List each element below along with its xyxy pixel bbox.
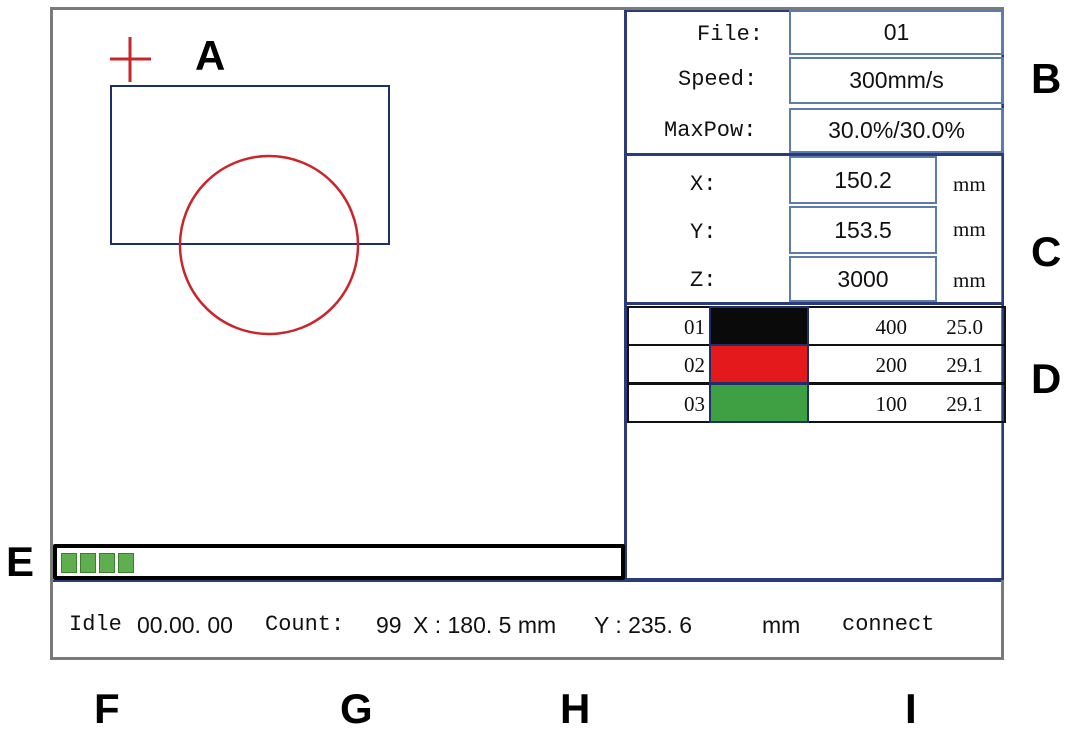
maxpow-value: 30.0%/30.0% bbox=[789, 108, 1004, 153]
speed-value: 300mm/s bbox=[789, 57, 1004, 104]
panel-divider bbox=[627, 302, 1004, 305]
layer-power: 29.1 bbox=[946, 353, 983, 377]
layer-speed: 200 bbox=[875, 353, 908, 377]
layer-number: 01 bbox=[684, 315, 705, 339]
preview-canvas[interactable] bbox=[53, 10, 627, 580]
elapsed-time: 00.00. 00 bbox=[137, 612, 233, 638]
maxpow-label: MaxPow: bbox=[664, 118, 757, 143]
callout-c: C bbox=[1031, 228, 1062, 275]
crosshair-icon bbox=[110, 37, 151, 82]
layer-number: 03 bbox=[684, 392, 705, 416]
y-label: Y: bbox=[690, 220, 717, 245]
layer-speed: 100 bbox=[875, 392, 908, 416]
callout-g: G bbox=[340, 685, 373, 732]
callout-f: F bbox=[94, 685, 120, 732]
status-bar: Idle 00.00. 00 Count: 99 X : 180. 5 mm Y… bbox=[53, 580, 1001, 657]
layer-power: 25.0 bbox=[946, 315, 983, 339]
x-unit: mm bbox=[953, 172, 986, 196]
progress-block bbox=[61, 553, 77, 573]
file-label: File: bbox=[697, 22, 764, 47]
connection-status: connect bbox=[842, 612, 935, 637]
layer-number: 02 bbox=[684, 353, 705, 377]
x-value: 150.2 bbox=[789, 156, 937, 204]
z-unit: mm bbox=[953, 268, 986, 292]
progress-block bbox=[80, 553, 96, 573]
position-unit: mm bbox=[762, 612, 801, 638]
design-circle bbox=[178, 154, 360, 336]
position-x: X : 180. 5 mm bbox=[413, 612, 557, 638]
count-label: Count: bbox=[265, 612, 345, 637]
speed-label: Speed: bbox=[678, 67, 758, 92]
file-value: 01 bbox=[789, 10, 1004, 55]
layer-row[interactable]: 01 400 25.0 bbox=[627, 306, 1006, 346]
callout-e: E bbox=[6, 538, 35, 585]
layer-row[interactable]: 03 100 29.1 bbox=[627, 383, 1006, 423]
layer-row[interactable]: 02 200 29.1 bbox=[627, 344, 1006, 384]
callout-a: A bbox=[195, 32, 226, 79]
z-value: 3000 bbox=[789, 256, 937, 302]
layer-color-swatch bbox=[709, 306, 809, 346]
layer-power: 29.1 bbox=[946, 392, 983, 416]
progress-block bbox=[118, 553, 134, 573]
callout-h: H bbox=[560, 685, 591, 732]
layer-color-swatch bbox=[709, 344, 809, 384]
y-unit: mm bbox=[953, 217, 986, 241]
progress-block bbox=[99, 553, 115, 573]
progress-bar bbox=[53, 544, 625, 580]
count-value: 99 bbox=[376, 612, 402, 638]
design-rectangle bbox=[110, 85, 390, 245]
z-label: Z: bbox=[690, 268, 717, 293]
panel-divider bbox=[627, 153, 1004, 156]
callout-b: B bbox=[1031, 55, 1062, 102]
layer-speed: 400 bbox=[875, 315, 908, 339]
position-y: Y : 235. 6 bbox=[594, 612, 693, 638]
callout-d: D bbox=[1031, 355, 1062, 402]
preview-graphic bbox=[110, 37, 390, 336]
machine-state: Idle bbox=[69, 612, 122, 637]
callout-i: I bbox=[905, 685, 917, 732]
y-value: 153.5 bbox=[789, 206, 937, 254]
layer-color-swatch bbox=[709, 383, 809, 423]
x-label: X: bbox=[690, 172, 717, 197]
